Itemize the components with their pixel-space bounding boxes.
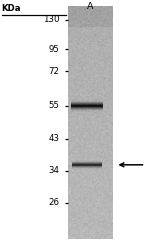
Bar: [71, 103, 103, 104]
Bar: [72, 166, 102, 167]
Text: 95: 95: [48, 45, 59, 54]
Bar: [71, 105, 103, 106]
Text: A: A: [87, 2, 93, 12]
Bar: [71, 104, 103, 105]
Bar: [71, 106, 103, 107]
Bar: [72, 165, 102, 166]
Bar: [72, 161, 102, 162]
Text: 34: 34: [48, 167, 59, 175]
Bar: [72, 167, 102, 168]
Bar: [71, 108, 103, 109]
Bar: [72, 164, 102, 165]
Bar: [71, 100, 103, 101]
Bar: [71, 107, 103, 108]
Bar: [72, 169, 102, 170]
Text: 130: 130: [43, 15, 59, 24]
Text: 43: 43: [48, 135, 59, 143]
Text: 26: 26: [48, 199, 59, 207]
Bar: [72, 162, 102, 163]
Bar: [71, 102, 103, 103]
Text: 72: 72: [48, 67, 59, 76]
Bar: [72, 168, 102, 169]
Text: 55: 55: [48, 101, 59, 110]
Bar: [72, 160, 102, 161]
Bar: [71, 101, 103, 102]
Bar: [71, 110, 103, 111]
Text: KDa: KDa: [2, 4, 21, 13]
Bar: [71, 99, 103, 100]
Bar: [71, 111, 103, 112]
Bar: [72, 163, 102, 164]
